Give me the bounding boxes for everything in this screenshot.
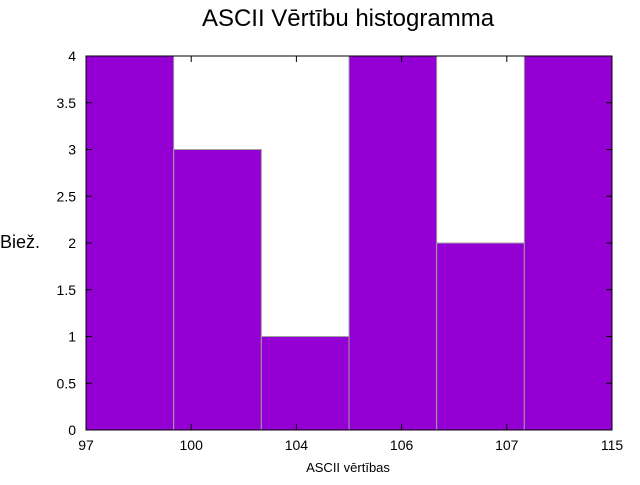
y-tick-label: 2.5: [57, 188, 77, 204]
bar-100: [173, 149, 262, 431]
y-axis-label: Biež.: [0, 232, 40, 252]
y-tick-label: 2: [68, 235, 76, 251]
x-tick-label: 106: [390, 437, 414, 453]
x-axis-label: ASCII vērtības: [306, 460, 390, 475]
y-tick-label: 1.5: [57, 282, 77, 298]
x-tick-label: 97: [78, 437, 94, 453]
x-tick-label: 107: [495, 437, 519, 453]
bar-97: [85, 55, 175, 431]
bar-106: [348, 55, 438, 431]
bar-107: [436, 242, 525, 431]
bar-115: [523, 55, 613, 431]
y-tick-label: 0: [68, 422, 76, 438]
chart-title: ASCII Vērtību histogramma: [202, 5, 495, 32]
y-tick-label: 0.5: [57, 375, 77, 391]
x-tick-label: 100: [180, 437, 204, 453]
y-tick-label: 3: [68, 142, 76, 158]
y-tick-label: 3.5: [57, 95, 77, 111]
axes-group: 0 0.5 1 1.5 2 2.5 3 3.5 4 97 100 104 106 107 115: [57, 48, 624, 453]
y-tick-label: 4: [68, 48, 76, 64]
bar-group: [85, 55, 613, 431]
x-tick-label: 104: [285, 437, 309, 453]
bar-104: [260, 336, 350, 431]
x-tick-label: 115: [601, 437, 624, 453]
y-tick-label: 1: [68, 329, 76, 345]
